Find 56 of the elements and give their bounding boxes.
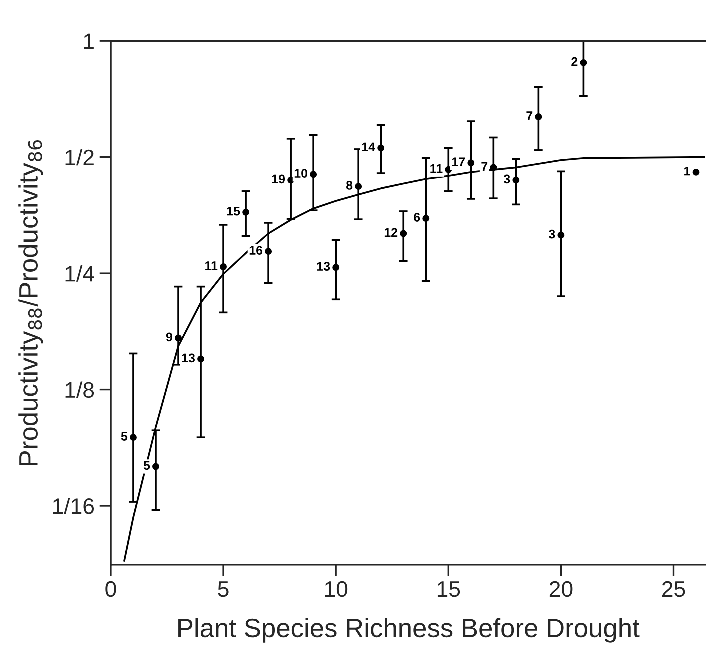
y-tick-label: 1/4 — [66, 266, 94, 282]
point — [535, 114, 542, 120]
y-tick-label: 1/2 — [66, 149, 94, 166]
y-tick-label: 1/8 — [66, 382, 94, 398]
annotation: 11 — [430, 164, 443, 174]
point — [692, 168, 700, 176]
annotation: 7 — [482, 162, 488, 171]
x-tick-label: 15 — [438, 582, 460, 598]
point — [332, 264, 340, 272]
x-tick-label: 0 — [106, 581, 116, 598]
point — [378, 144, 385, 152]
point — [400, 230, 408, 238]
annotation: 19 — [272, 174, 286, 184]
point — [220, 264, 228, 270]
point — [580, 59, 588, 66]
point — [265, 248, 272, 256]
y-axis-title: Productivity$_{88}$/Productivity$_{86}$ — [18, 140, 44, 466]
annotation: 5 — [121, 432, 128, 441]
point — [310, 171, 318, 178]
annotation: 16 — [250, 246, 263, 255]
annotation: 13 — [182, 354, 196, 363]
annotation: 3 — [504, 174, 510, 184]
point — [355, 183, 362, 190]
annotation: 3 — [548, 230, 556, 239]
annotation: 14 — [362, 142, 376, 152]
point — [558, 232, 565, 239]
point — [242, 208, 250, 216]
annotation: 5 — [144, 461, 150, 470]
point — [175, 334, 182, 342]
annotation: 10 — [294, 169, 308, 178]
annotation: 6 — [414, 213, 420, 222]
x-tick-label: 5 — [218, 582, 229, 598]
annotation: 2 — [572, 57, 578, 66]
point — [490, 164, 498, 172]
annotation: 11 — [206, 262, 218, 270]
annotation: 1 — [684, 167, 690, 176]
point — [512, 176, 520, 184]
annotation: 15 — [227, 207, 240, 216]
point — [198, 356, 204, 363]
point — [130, 434, 137, 442]
annotation: 9 — [166, 332, 172, 342]
y-tick-label: 1/16 — [53, 498, 94, 514]
x-axis-title: Plant Species Richness Before Drought — [178, 618, 640, 643]
annotation: 7 — [526, 112, 533, 120]
point — [445, 166, 452, 174]
point — [422, 215, 430, 222]
annotation: 17 — [452, 158, 466, 166]
point — [152, 463, 160, 470]
y-tick-label: 1 — [84, 34, 94, 50]
x-tick-label: 20 — [550, 581, 573, 598]
annotation: 12 — [384, 228, 398, 237]
annotation: 8 — [346, 181, 353, 190]
annotation: 13 — [317, 262, 330, 272]
x-tick-label: 25 — [662, 581, 686, 598]
point — [468, 160, 475, 167]
x-tick-label: 10 — [325, 581, 348, 598]
